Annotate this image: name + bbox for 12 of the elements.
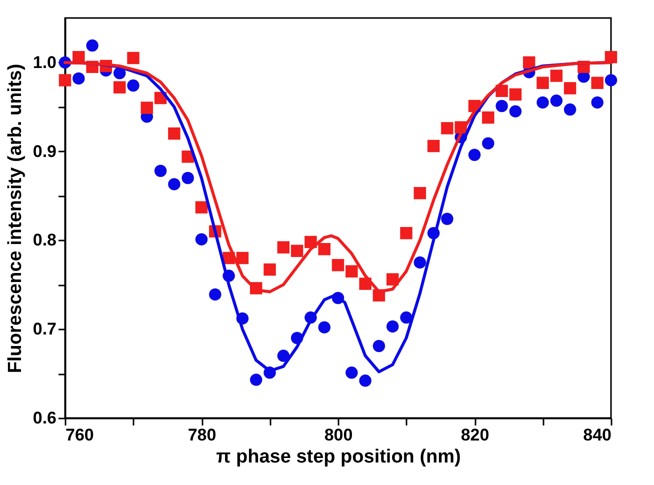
x-tick-label: 800 [324,426,353,444]
x-tick-label: 840 [583,426,612,444]
x-axis-title: π phase step position (nm) [216,446,461,468]
y-tick-label: 0.8 [32,230,56,250]
y-tick-label: 1.0 [32,52,56,72]
x-tick-label: 760 [66,426,94,444]
y-tick-label: 0.9 [32,142,56,161]
y-axis-title: Fluorescence intensity (arb. units) [4,64,26,374]
x-tick-label: 780 [188,426,216,444]
x-tick-label: 820 [460,426,490,444]
y-tick-label: 0.7 [32,320,56,339]
y-tick-label: 0.6 [32,408,56,428]
